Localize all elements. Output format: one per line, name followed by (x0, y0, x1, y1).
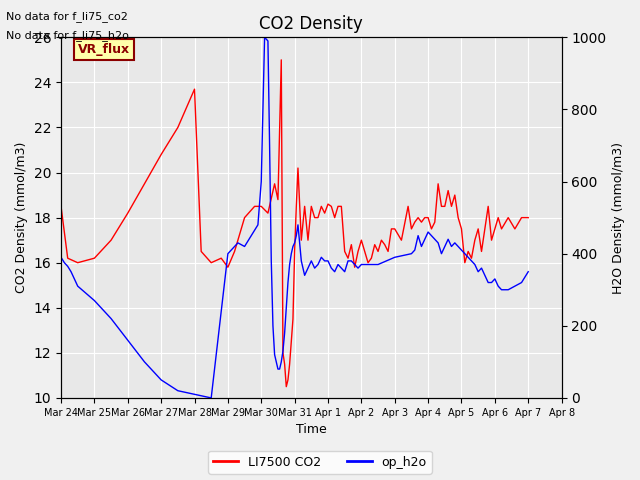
op_h2o (468, 258, 476, 264)
op_h2o (458, 247, 465, 253)
Text: No data for f_li75_co2: No data for f_li75_co2 (6, 11, 128, 22)
op_h2o (451, 240, 459, 246)
Line: op_h2o: op_h2o (61, 37, 528, 398)
op_h2o (260, 35, 268, 40)
Text: VR_flux: VR_flux (77, 43, 130, 56)
LI7500 CO2 (108, 237, 115, 243)
LI7500 CO2 (424, 215, 432, 220)
Line: LI7500 CO2: LI7500 CO2 (61, 60, 528, 387)
LI7500 CO2 (282, 384, 290, 390)
op_h2o (454, 243, 462, 249)
LI7500 CO2 (277, 57, 285, 63)
op_h2o (438, 251, 445, 257)
op_h2o (57, 254, 65, 260)
X-axis label: Time: Time (296, 423, 326, 436)
LI7500 CO2 (438, 204, 445, 209)
LI7500 CO2 (57, 204, 65, 209)
op_h2o (207, 395, 215, 401)
Title: CO2 Density: CO2 Density (259, 15, 363, 33)
Text: No data for f_li75_h2o: No data for f_li75_h2o (6, 30, 129, 41)
op_h2o (524, 269, 532, 275)
LI7500 CO2 (524, 215, 532, 220)
op_h2o (354, 265, 362, 271)
Legend: LI7500 CO2, op_h2o: LI7500 CO2, op_h2o (209, 451, 431, 474)
LI7500 CO2 (417, 219, 425, 225)
LI7500 CO2 (435, 181, 442, 187)
Y-axis label: H2O Density (mmol/m3): H2O Density (mmol/m3) (612, 142, 625, 294)
LI7500 CO2 (257, 204, 265, 209)
Y-axis label: CO2 Density (mmol/m3): CO2 Density (mmol/m3) (15, 142, 28, 293)
